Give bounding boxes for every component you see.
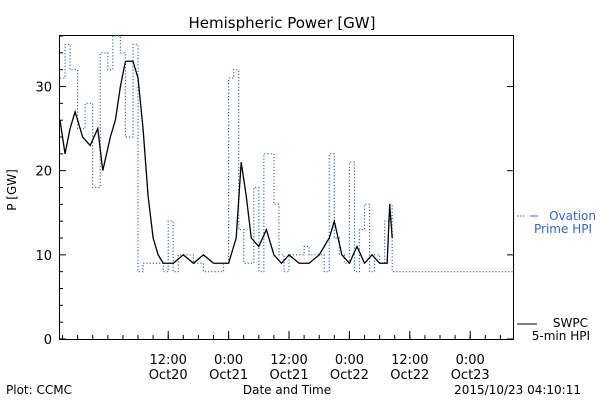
x-axis: 12:00Oct200:00Oct2112:00Oct210:00Oct2212… xyxy=(62,331,501,383)
x-tick-time: 12:00 xyxy=(391,353,428,368)
x-tick-date: Oct21 xyxy=(209,368,248,383)
x-tick-time: 12:00 xyxy=(270,353,307,368)
footer-timestamp: 2015/10/23 04:10:11 xyxy=(454,383,581,397)
y-tick-label: 20 xyxy=(35,165,52,180)
y-axis: 0 10 20 30 xyxy=(35,35,513,348)
chart-title: Hemispheric Power [GW] xyxy=(189,14,376,32)
y-tick-label: 10 xyxy=(35,249,52,264)
y-axis-label: P [GW] xyxy=(5,169,19,211)
x-tick-date: Oct23 xyxy=(451,368,490,383)
legend-label-ovation-line2: Prime HPI xyxy=(534,222,592,236)
x-tick-time: 0:00 xyxy=(214,353,243,368)
y-tick-label: 30 xyxy=(35,81,52,96)
x-tick-time: 0:00 xyxy=(456,353,485,368)
legend-label-swpc-line1: SWPC xyxy=(553,316,588,330)
x-tick-time: 0:00 xyxy=(335,353,364,368)
x-tick-time: 12:00 xyxy=(149,353,186,368)
series-layer xyxy=(59,35,513,273)
legend-label-ovation-line1: Ovation xyxy=(549,209,596,223)
series-line-swpc xyxy=(59,60,393,265)
plot-frame xyxy=(59,35,514,340)
x-tick-date: Oct20 xyxy=(149,368,188,383)
legend-label-swpc-line2: 5-min HPI xyxy=(532,329,590,343)
y-tick-label: 0 xyxy=(44,333,52,348)
x-tick-date: Oct21 xyxy=(270,368,309,383)
series-line-ovation-prime xyxy=(60,35,513,273)
x-axis-label: Date and Time xyxy=(243,383,331,397)
x-tick-date: Oct22 xyxy=(390,368,429,383)
footer-plot-credit: Plot: CCMC xyxy=(6,383,72,397)
x-tick-date: Oct22 xyxy=(330,368,369,383)
